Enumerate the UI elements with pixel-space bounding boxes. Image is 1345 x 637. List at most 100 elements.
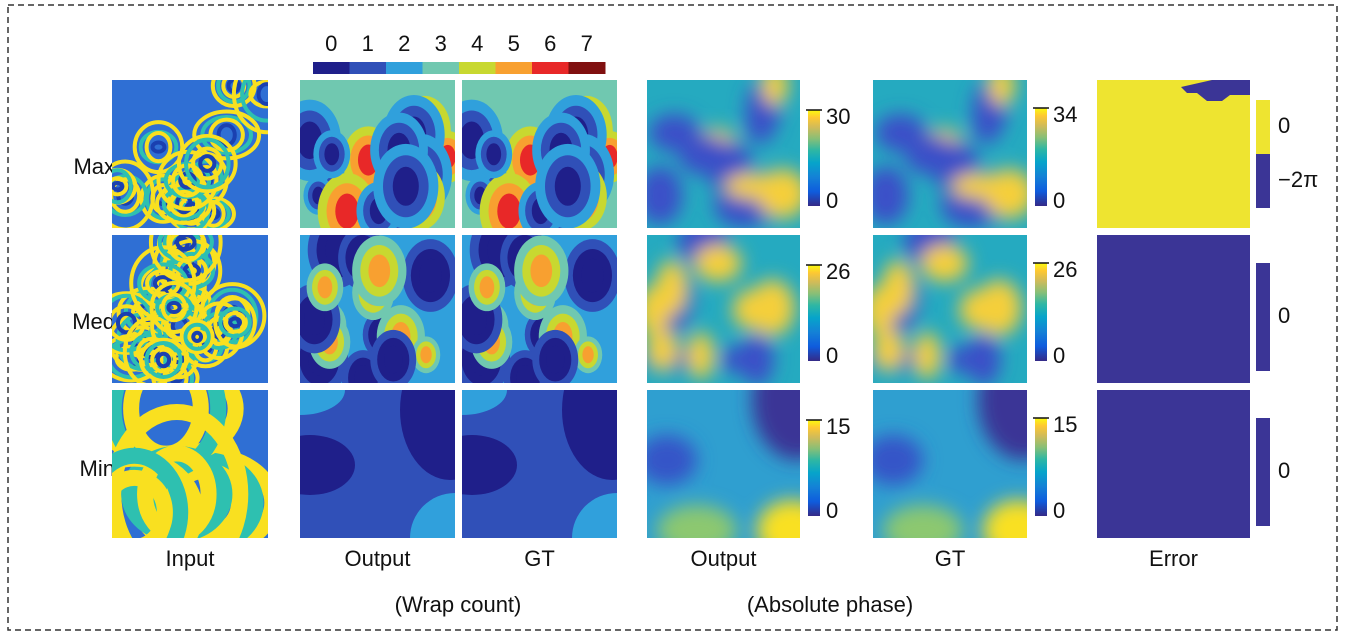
blob [913,332,941,379]
colorbar-segment [349,62,387,74]
column-label: Output [344,546,410,571]
blur-layer [873,235,1022,383]
region [462,435,517,495]
colorbar-label: 26 [1053,257,1077,282]
image-panel [873,235,1027,383]
fringe [112,159,156,228]
fringe [191,146,224,181]
region [530,254,553,288]
region [572,493,617,538]
image-bg [1097,80,1250,228]
blob [988,80,1015,106]
fringe [213,296,257,349]
blur-layer [647,80,800,228]
fringe [179,319,215,355]
image-panel [647,80,800,228]
blob [951,173,1005,199]
colorbar-segment [568,62,606,74]
colorbar [1035,418,1047,516]
image-panel [873,390,1027,538]
frame [7,4,1338,631]
image-panel [1097,235,1250,383]
colorbar-label: 5 [508,31,520,56]
blob [749,279,795,336]
region [420,346,432,364]
region [354,365,372,383]
fringe [112,180,124,192]
fringe [144,340,183,379]
blob [656,259,688,315]
column-label: Input [166,546,215,571]
group-label: (Wrap count) [395,592,522,617]
fringe [240,80,268,123]
region [462,390,507,415]
fringe [129,245,197,322]
blob [882,259,914,315]
fringe [183,322,211,351]
group-label: (Absolute phase) [747,592,913,617]
colorbar-label: 0 [826,343,838,368]
colorbar-label: 0 [1053,188,1065,213]
colorbar-label: 6 [544,31,556,56]
colorbar-label: 3 [435,31,447,56]
fringe [112,447,189,538]
fringe [228,316,242,329]
colorbar-segment [313,62,350,74]
region [300,435,355,495]
error-patch [1181,80,1250,101]
region [410,493,455,538]
blob [920,244,969,282]
error-colorbar [1256,418,1270,526]
region [400,390,455,480]
fringe [148,235,223,283]
region [303,303,325,336]
region [335,193,359,228]
row-label: Med [72,309,115,334]
blob [873,166,909,225]
blob [657,505,737,538]
colorbar-label: 34 [1053,102,1077,127]
fringe [218,306,252,339]
fringe [149,280,199,334]
region [479,276,495,299]
colorbar [808,110,820,206]
fringe [248,80,268,109]
region [497,193,521,228]
image-panel [1097,390,1250,538]
region [582,346,594,364]
column-label: GT [524,546,555,571]
blur-layer [873,80,1027,228]
blob [762,80,789,106]
image-panel [647,235,800,383]
image-panel [300,390,455,538]
error-colorbar [1256,100,1270,154]
image-panel [647,390,800,538]
blur-layer [647,390,800,538]
fringe [155,351,172,369]
fringe [112,174,149,217]
image-panel [873,80,1027,228]
blob [978,390,1027,460]
fringe [198,154,217,173]
blob [873,326,905,372]
blob [976,279,1022,336]
colorbar [1035,263,1047,361]
image-panel [112,235,268,383]
image-panel [1097,80,1250,228]
colorbar [1035,108,1047,206]
blur-layer [647,235,795,383]
blob [757,500,800,538]
image-panel [462,80,617,228]
colorbar-label: 2 [398,31,410,56]
colorbar-label: 15 [1053,412,1077,437]
region [384,345,403,374]
blob [983,500,1027,538]
fringe [112,168,133,205]
fringe [150,346,177,374]
blob [724,173,779,199]
fringe [138,337,189,383]
image-panel [112,80,268,228]
row-label: Min [80,456,115,481]
region [300,390,345,415]
